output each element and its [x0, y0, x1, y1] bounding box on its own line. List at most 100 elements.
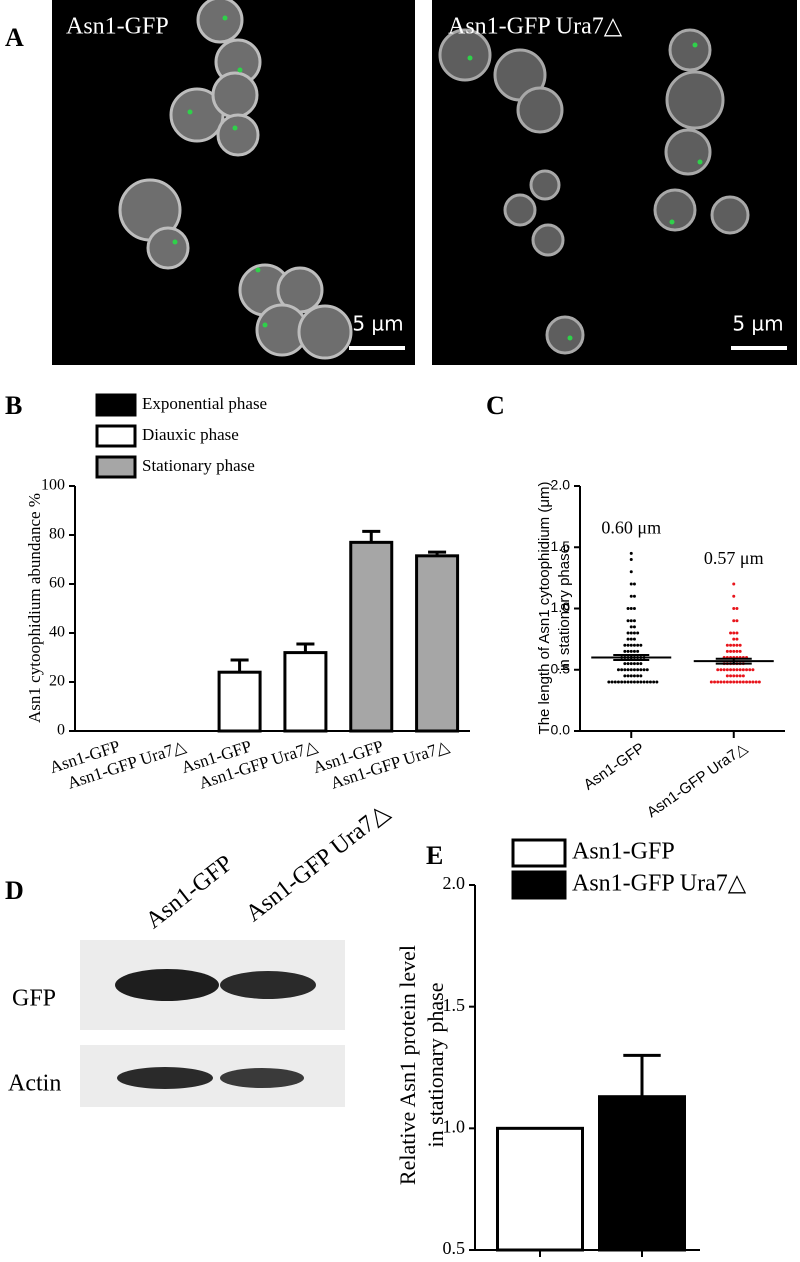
data-point — [629, 668, 633, 672]
data-point — [629, 643, 633, 647]
data-point — [629, 619, 633, 623]
data-point — [623, 662, 627, 666]
mean-label: 0.57 μm — [704, 548, 764, 568]
data-point — [632, 637, 636, 641]
data-point — [642, 680, 646, 684]
scale-bar-label: 5 µm — [352, 312, 403, 336]
data-point — [652, 680, 656, 684]
data-point — [738, 643, 742, 647]
data-point — [632, 619, 636, 623]
legend-label: Asn1-GFP — [572, 839, 675, 865]
data-point — [626, 631, 630, 635]
data-point — [722, 680, 726, 684]
data-point — [725, 674, 729, 678]
data-point — [632, 607, 636, 610]
y-axis-label: Asn1 cytoophidium abundance % — [25, 493, 44, 723]
bar — [496, 1126, 584, 1252]
mean-label: 0.60 μm — [601, 518, 661, 538]
data-point — [735, 668, 739, 672]
panel-label: C — [486, 391, 505, 420]
data-point — [725, 649, 729, 653]
data-point — [751, 680, 755, 684]
legend-label: Exponential phase — [142, 394, 267, 413]
panel-label: A — [5, 23, 24, 52]
data-point — [738, 668, 742, 672]
y-tick-label: 0.0 — [551, 722, 571, 738]
data-point — [632, 680, 636, 684]
panel-label: D — [5, 876, 24, 905]
western-blot — [80, 940, 345, 1107]
x-tick-label: Asn1-GFP — [581, 740, 648, 794]
lane-label: Asn1-GFP Ura7△ — [241, 799, 395, 927]
legend-swatch — [511, 838, 567, 868]
data-point — [645, 668, 649, 672]
data-point — [623, 668, 627, 672]
data-point — [725, 668, 729, 672]
data-point — [713, 680, 717, 684]
data-point — [632, 674, 636, 678]
bar — [283, 651, 328, 733]
data-point — [732, 631, 736, 635]
data-point — [632, 662, 636, 666]
data-point — [626, 643, 630, 647]
data-point — [732, 668, 736, 672]
data-point — [632, 582, 636, 586]
data-point — [616, 668, 620, 672]
data-point — [629, 625, 633, 629]
data-point — [623, 649, 627, 653]
lane-label: Asn1-GFP — [141, 850, 238, 934]
data-point — [655, 680, 659, 684]
legend-swatch — [95, 393, 137, 417]
data-point — [623, 643, 627, 647]
data-point — [741, 668, 745, 672]
micrograph-label: Asn1-GFP Ura7△ — [448, 14, 623, 40]
data-point — [732, 594, 736, 598]
data-point — [729, 643, 733, 647]
data-point — [754, 680, 758, 684]
data-point — [735, 643, 739, 647]
data-point — [629, 570, 633, 574]
data-point — [738, 674, 742, 678]
data-point — [629, 674, 633, 678]
y-axis-label: in stationary phase — [556, 545, 573, 671]
data-point — [636, 674, 640, 678]
micrograph-label: Asn1-GFP — [66, 14, 169, 40]
data-point — [757, 680, 761, 684]
data-point — [626, 662, 630, 666]
data-point — [629, 582, 633, 586]
y-axis-label: in stationary phase — [423, 983, 448, 1148]
data-point — [626, 619, 630, 623]
data-point — [623, 680, 627, 684]
data-point — [735, 631, 739, 635]
data-point — [626, 668, 630, 672]
data-point — [607, 680, 611, 684]
data-point — [639, 674, 643, 678]
data-point — [613, 680, 617, 684]
legend-label: Diauxic phase — [142, 425, 239, 444]
data-point — [620, 680, 624, 684]
data-point — [629, 662, 633, 666]
data-point — [636, 668, 640, 672]
y-tick-label: 40 — [49, 624, 65, 641]
micrograph-left — [52, 0, 415, 365]
data-point — [732, 674, 736, 678]
bar — [598, 1095, 686, 1252]
y-tick-label: 60 — [49, 575, 65, 592]
data-point — [732, 607, 736, 610]
data-point — [719, 680, 723, 684]
data-point — [626, 637, 630, 641]
data-point — [735, 619, 739, 623]
data-point — [735, 680, 739, 684]
data-point — [626, 674, 630, 678]
data-point — [639, 662, 643, 666]
data-point — [629, 680, 633, 684]
data-point — [729, 668, 733, 672]
data-point — [636, 680, 640, 684]
data-point — [729, 631, 733, 635]
data-point — [732, 582, 736, 586]
panel-label: B — [5, 391, 22, 420]
data-point — [632, 631, 636, 635]
y-tick-label: 80 — [49, 526, 65, 543]
data-point — [636, 631, 640, 635]
bar — [217, 670, 262, 733]
